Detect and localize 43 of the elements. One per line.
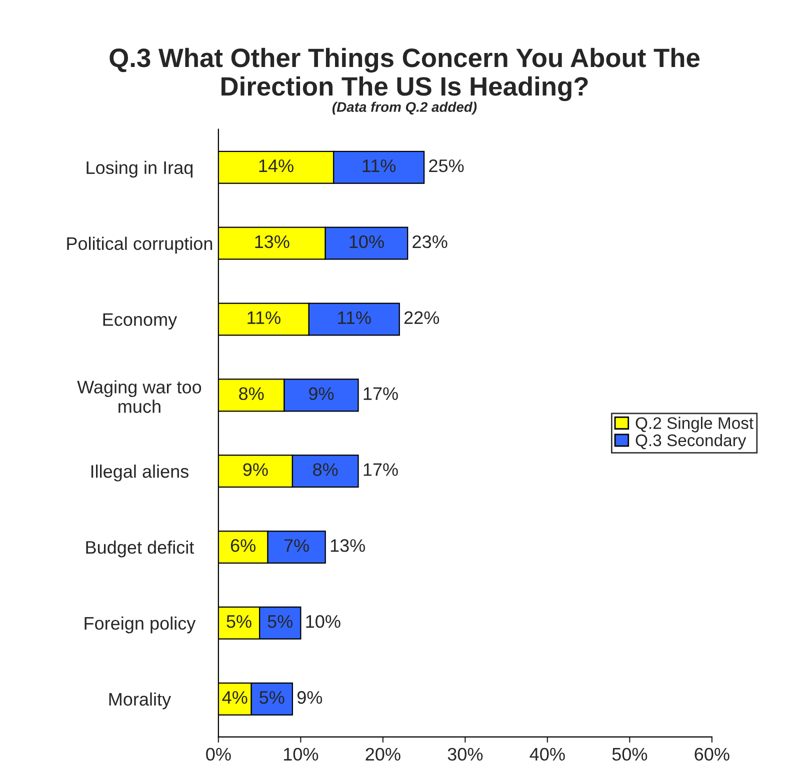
y-tick-label: Foreign policy: [84, 616, 196, 634]
x-tick-label: 10%: [284, 748, 318, 761]
x-tick-label: 50%: [612, 748, 648, 761]
data-label: 11%: [338, 311, 371, 324]
data-label: 5%: [226, 615, 252, 628]
y-tick-label: Political corruption: [67, 236, 212, 254]
y-tick-label: Economy: [103, 313, 178, 330]
data-label: 8%: [239, 387, 264, 400]
x-tick-label: 30%: [448, 748, 483, 761]
data-label: 5%: [260, 691, 284, 704]
data-label: 4%: [222, 691, 248, 704]
y-tick-label: Morality: [109, 692, 172, 710]
x-tick-label: 60%: [694, 748, 730, 761]
data-label: 7%: [284, 539, 309, 552]
total-label: 9%: [297, 691, 322, 704]
x-tick-label: 40%: [530, 748, 565, 761]
chart-title: Q.3 What Other Things Concern You About The Direction The US Is Heading?: [110, 48, 700, 102]
data-label: 8%: [313, 463, 338, 476]
x-tick-label: 20%: [366, 748, 400, 761]
y-tick-label: Illegal aliens: [91, 464, 188, 482]
total-label: 13%: [330, 539, 366, 552]
y-tick-label: Waging war too much: [77, 380, 202, 413]
data-label: 6%: [230, 539, 256, 552]
data-label: 9%: [309, 387, 334, 400]
total-label: 10%: [306, 615, 340, 628]
y-tick-label: Budget deficit: [86, 540, 194, 558]
data-label: 13%: [255, 235, 290, 248]
data-label: 10%: [350, 235, 384, 248]
data-label: 11%: [362, 159, 396, 172]
data-label: 11%: [248, 311, 280, 324]
total-label: 17%: [364, 387, 398, 400]
total-label: 25%: [429, 159, 464, 172]
total-label: 23%: [412, 235, 448, 248]
chart-subtitle: (Data from Q.2 added): [332, 102, 477, 115]
data-label: 5%: [268, 615, 293, 628]
data-label: 9%: [243, 463, 268, 476]
x-tick-label: 0%: [206, 748, 231, 761]
total-label: 17%: [364, 463, 398, 476]
legend-label: Q.3 Secondary: [636, 434, 746, 450]
legend-label: Q.2 Single Most: [636, 416, 754, 432]
total-label: 22%: [404, 311, 440, 324]
y-tick-label: Losing in Iraq: [86, 160, 193, 178]
data-label: 14%: [259, 159, 294, 172]
